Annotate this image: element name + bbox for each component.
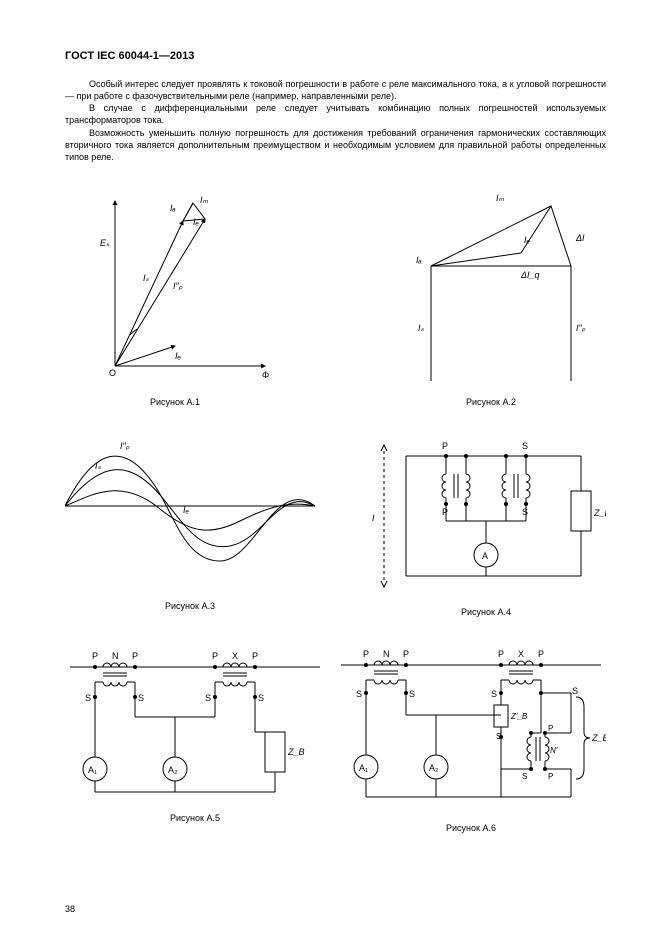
- label-ia2: Iₐ: [416, 255, 422, 265]
- figure-a5: A₁ A₂: [65, 637, 325, 833]
- label-s4b: S: [522, 507, 528, 517]
- figure-a1: Eₛ O Φ Iₑ Iₛ I″ₚ Iₐ Iₘ Iₑ Рисунок А.1: [65, 181, 285, 407]
- label-p4b: P: [442, 507, 448, 517]
- l6p5: P: [548, 772, 553, 781]
- l5p1: P: [92, 651, 98, 661]
- l6a2: A₂: [429, 763, 439, 773]
- label-phi: Φ: [262, 370, 269, 380]
- l6s3: S: [491, 689, 497, 699]
- label-o: O: [109, 368, 116, 378]
- label-di: ΔI: [575, 233, 585, 243]
- label-im2: Iₘ: [496, 193, 505, 203]
- label-a4: A: [482, 551, 488, 561]
- label-ipp: I″ₚ: [173, 281, 183, 291]
- label-ie-low: Iₑ: [175, 351, 182, 361]
- figure-a2: Iₘ Iₑ Iₐ ΔI ΔI_q Iₛ I″ₚ Рисунок А.2: [376, 181, 606, 407]
- label-I4: I: [372, 513, 375, 523]
- label-zb5: Z_B: [287, 747, 305, 757]
- label-im: Iₘ: [200, 195, 209, 205]
- label-s4a: S: [522, 441, 528, 451]
- l6s2: S: [409, 689, 415, 699]
- label-p4a: P: [442, 441, 448, 451]
- l5p4: P: [252, 651, 258, 661]
- figure-a2-caption: Рисунок А.2: [466, 397, 516, 407]
- label-ie-top: Iₑ: [193, 217, 200, 227]
- figure-a4: I Z_B: [366, 431, 606, 617]
- label-ie3: Iₑ: [183, 505, 190, 515]
- figure-a6-caption: Рисунок А.6: [446, 823, 496, 833]
- figure-a1-caption: Рисунок А.1: [150, 397, 200, 407]
- l6p3: P: [498, 649, 504, 659]
- l6s6: S: [522, 772, 527, 781]
- figure-a4-caption: Рисунок А.4: [461, 607, 511, 617]
- page-number: 38: [65, 904, 75, 914]
- l5x: X: [232, 651, 238, 661]
- label-zb4: Z_B: [593, 508, 606, 518]
- label-a2-5: A₂: [168, 765, 178, 775]
- l6zb: Z_B: [591, 733, 606, 743]
- l6n: N: [383, 649, 390, 659]
- l6p6: P: [548, 724, 553, 733]
- figure-a3: I″ₚ Iₛ Iₑ Рисунок А.3: [65, 431, 315, 617]
- label-ia: Iₐ: [170, 203, 176, 213]
- paragraph-2: В случае с дифференциальными реле следуе…: [65, 102, 606, 126]
- label-is2: Iₛ: [418, 323, 425, 333]
- l6p4: P: [538, 649, 544, 659]
- label-ipp2: I″ₚ: [576, 323, 586, 333]
- l6np: N': [550, 746, 558, 755]
- label-es: Eₛ: [100, 238, 110, 248]
- paragraph-1: Особый интерес следует проявлять к токов…: [65, 78, 606, 102]
- l6s4: S: [572, 686, 578, 696]
- l5s1: S: [85, 693, 91, 703]
- l6x: X: [518, 649, 524, 659]
- label-ie2: Iₑ: [524, 235, 531, 245]
- l6p1: P: [363, 649, 369, 659]
- l5p3: P: [212, 651, 218, 661]
- label-is3: Iₛ: [95, 461, 102, 471]
- l5s3: S: [205, 693, 211, 703]
- figure-a6: Z'_B N' Z_B: [336, 637, 606, 833]
- l6s5: S: [496, 732, 501, 741]
- l6zbp: Z'_B: [510, 712, 528, 721]
- label-a1-5: A₁: [88, 765, 97, 775]
- l6p2: P: [403, 649, 409, 659]
- l5s4: S: [258, 693, 264, 703]
- l5n: N: [112, 651, 119, 661]
- label-diq: ΔI_q: [520, 270, 540, 280]
- l5p2: P: [132, 651, 138, 661]
- l6a1: A₁: [359, 763, 368, 773]
- figure-a3-caption: Рисунок А.3: [165, 601, 215, 611]
- figure-a5-caption: Рисунок А.5: [170, 813, 220, 823]
- l6s1: S: [356, 689, 362, 699]
- label-is: Iₛ: [143, 273, 150, 283]
- l5s2: S: [138, 693, 144, 703]
- paragraph-3: Возможность уменьшить полную погрешность…: [65, 127, 606, 163]
- page-title: ГОСТ IEC 60044-1—2013: [65, 50, 606, 62]
- label-ipp3: I″ₚ: [120, 441, 130, 451]
